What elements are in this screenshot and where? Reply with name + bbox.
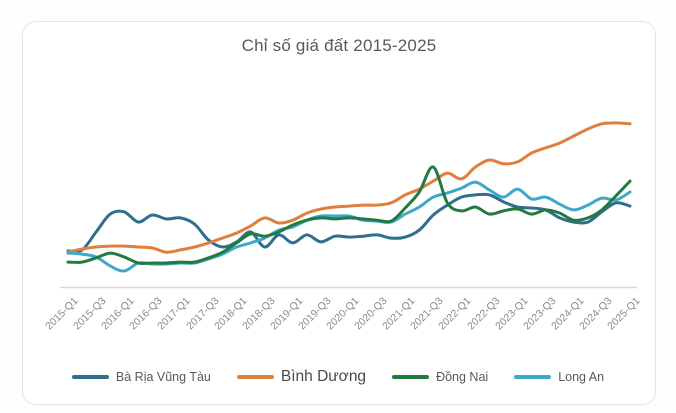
legend-item-ba-ria-vung-tau: Bà Rịa Vũng Tàu <box>71 370 211 384</box>
legend-item-dong-nai: Đồng Nai <box>392 370 488 384</box>
legend-label: Long An <box>558 370 605 384</box>
legend-swatch-long-an <box>514 375 552 379</box>
chart-title: Chỉ số giá đất 2015-2025 <box>241 36 437 55</box>
legend-label: Đồng Nai <box>436 370 489 384</box>
legend-swatch-dong-nai <box>392 375 430 379</box>
chart-legend: Bà Rịa Vũng Tàu Bình Dương Đồng Nai Long An <box>0 368 676 386</box>
legend-item-long-an: Long An <box>514 370 604 384</box>
legend-swatch-binh-duong <box>236 375 274 379</box>
legend-item-binh-duong: Bình Dương <box>236 368 367 386</box>
legend-label: Bà Rịa Vũng Tàu <box>115 370 211 384</box>
legend-label: Bình Dương <box>280 368 367 385</box>
legend-swatch-ba-ria-vung-tau <box>71 375 109 379</box>
